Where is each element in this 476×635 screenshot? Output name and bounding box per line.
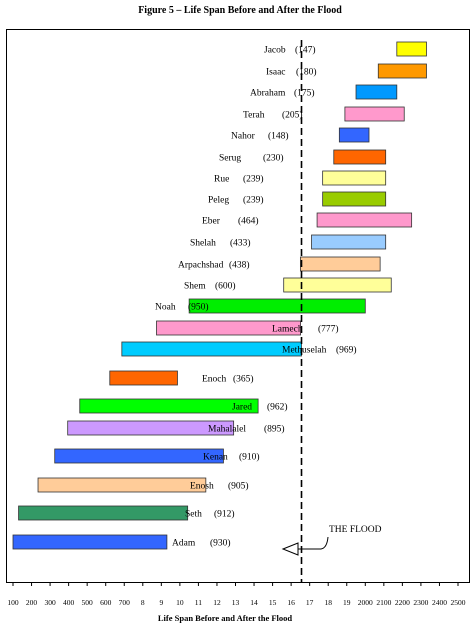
x-tick-label: 500 (82, 598, 94, 607)
bar-label: Adam (172, 539, 196, 549)
x-tick-label: 200 (26, 598, 38, 607)
bar-value: (895) (264, 424, 285, 435)
bar (79, 398, 259, 414)
x-tick-label: 15 (269, 598, 277, 607)
x-tick-label: 16 (287, 598, 295, 607)
bar-label: Terah (243, 111, 265, 121)
bar-value: (930) (210, 538, 231, 549)
bar-value: (147) (295, 45, 316, 56)
bar-label: Lamech (272, 325, 303, 335)
bar-value: (148) (268, 131, 289, 142)
x-tick-label: 12 (213, 598, 221, 607)
bar-value: (175) (294, 88, 315, 99)
x-tick-label: 300 (44, 598, 56, 607)
bar-label: Rue (214, 175, 229, 185)
x-tick-label: 18 (324, 598, 332, 607)
bar (333, 149, 387, 165)
x-tick-label: 600 (100, 598, 112, 607)
bar (156, 320, 301, 336)
bar-value: (600) (215, 281, 236, 292)
bar-value: (239) (243, 195, 264, 206)
chart-title: Figure 5 – Life Span Before and After th… (138, 5, 342, 16)
bar (316, 212, 413, 228)
bars-group (12, 41, 427, 550)
bar (338, 127, 370, 143)
x-tick-label: 2400 (432, 598, 447, 607)
bar-value: (438) (229, 260, 250, 271)
x-tick-label: 2300 (413, 598, 428, 607)
x-tick-label: 9 (159, 598, 163, 607)
bar (322, 191, 387, 207)
x-tick-label: 2200 (395, 598, 410, 607)
bar-label: Jacob (264, 46, 286, 56)
flood-annotation: THE FLOOD (329, 525, 382, 535)
bar-value: (230) (263, 153, 284, 164)
x-tick-label: 100 (7, 598, 19, 607)
bar-value: (433) (230, 238, 251, 249)
bar (37, 477, 207, 493)
bar-value: (180) (296, 67, 317, 78)
bar-label: Enosh (190, 482, 214, 492)
x-tick-label: 2100 (376, 598, 391, 607)
bar-value: (962) (267, 402, 288, 413)
x-axis-label: Life Span Before and After the Flood (158, 613, 293, 623)
bar (188, 298, 366, 314)
bar-label: Isaac (266, 68, 286, 78)
bar (396, 41, 427, 57)
bar-value: (777) (318, 324, 339, 335)
bar-value: (239) (243, 174, 264, 185)
bar (283, 277, 392, 293)
x-tick-label: 11 (195, 598, 202, 607)
flood-arrow-icon (281, 536, 329, 556)
x-tick-label: 19 (343, 598, 351, 607)
bar (54, 448, 224, 464)
bar-value: (912) (214, 509, 235, 520)
x-tick-label: 13 (232, 598, 240, 607)
bar-label: Mahalalel (208, 425, 246, 435)
bar (121, 341, 302, 357)
bar-label: Shelah (190, 239, 216, 249)
bar-label: Methuselah (282, 346, 327, 356)
bar-value: (910) (239, 452, 260, 463)
bar-label: Eber (202, 217, 221, 227)
bar (67, 420, 235, 436)
x-tick-label: 17 (306, 598, 314, 607)
x-tick-label: 400 (63, 598, 75, 607)
bar (344, 106, 405, 122)
bar-label: Arpachshad (178, 261, 224, 271)
x-tick-label: 8 (141, 598, 145, 607)
bar-value: (464) (238, 216, 259, 227)
bar-label: Kenan (203, 453, 228, 463)
x-tick-label: 700 (119, 598, 131, 607)
bar-label: Peleg (208, 196, 229, 206)
bar-value: (365) (233, 374, 254, 385)
bar-label: Seth (185, 510, 202, 520)
x-tick-label: 2500 (451, 598, 466, 607)
bar (355, 84, 398, 100)
bar-label: Shem (184, 282, 206, 292)
bar-value: (950) (188, 302, 209, 313)
bar (18, 505, 189, 521)
bar-label: Jared (232, 403, 252, 413)
bar-label: Serug (219, 154, 241, 164)
bar (299, 256, 381, 272)
x-tick-label: 10 (176, 598, 184, 607)
bar (322, 170, 387, 186)
bar-label: Nahor (231, 132, 256, 142)
x-tick-label: 14 (250, 598, 258, 607)
bar (12, 534, 168, 550)
x-tick-label: 2000 (358, 598, 373, 607)
bar (109, 370, 178, 386)
bar-value: (969) (336, 345, 357, 356)
bar-value: (905) (228, 481, 249, 492)
bar (311, 234, 387, 250)
bar (377, 63, 427, 79)
bar-value: (205) (282, 110, 303, 121)
bar-labels-group: Jacob (147) Isaac (180) Abraham (175) Terah (20… (155, 45, 357, 549)
x-axis: 100 200 300 400 500 600 700 8 9 10 11 12 13 14 15 16 17 1… (7, 582, 466, 607)
bar-label: Noah (155, 303, 176, 313)
bar-label: Enoch (202, 375, 227, 385)
bar-label: Abraham (250, 89, 286, 99)
